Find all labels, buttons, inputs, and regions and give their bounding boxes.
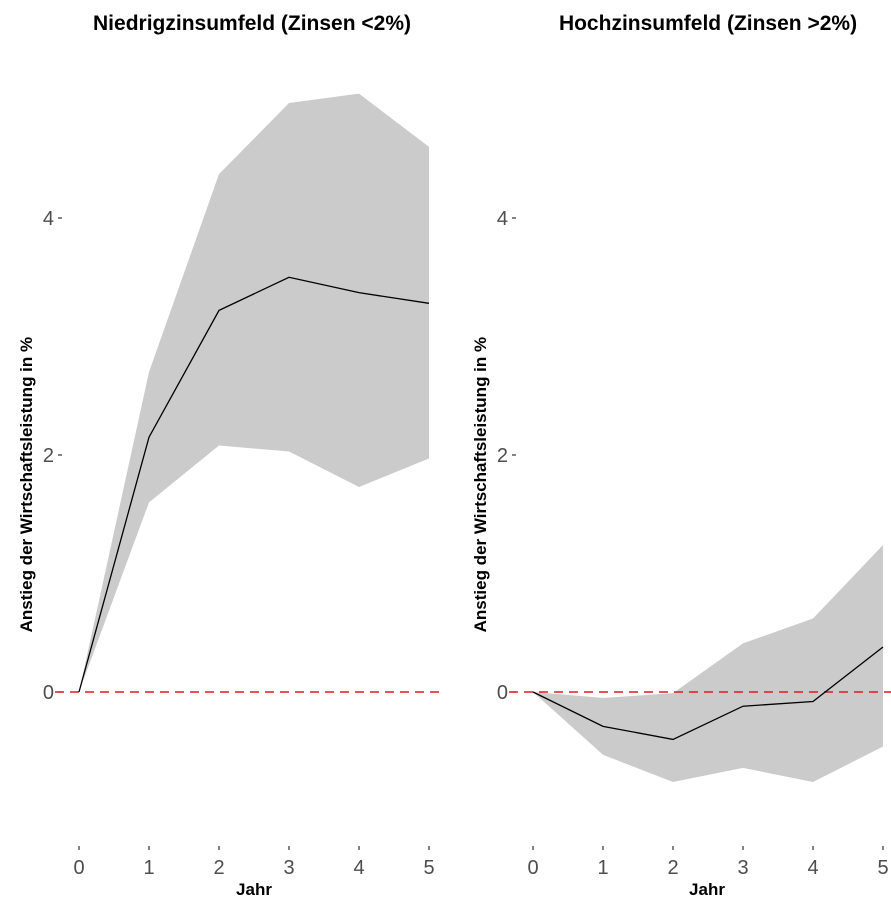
panel-2: Hochzinsumfeld (Zinsen >2%) Anstieg der W… bbox=[471, 12, 891, 899]
confidence-band bbox=[533, 545, 883, 783]
x-tick-label: 0 bbox=[527, 857, 538, 879]
y-tick-label: 0 bbox=[43, 682, 54, 704]
series-line bbox=[78, 276, 430, 693]
y-tick-label: 4 bbox=[43, 208, 54, 230]
x-tick-label: 1 bbox=[143, 857, 154, 879]
panel-title: Hochzinsumfeld (Zinsen >2%) bbox=[559, 12, 857, 35]
x-tick-label: 1 bbox=[597, 857, 608, 879]
x-axis-label: Jahr bbox=[236, 880, 272, 899]
y-tick-label: 4 bbox=[497, 208, 508, 230]
panel-1: Niedrigzinsumfeld (Zinsen <2%) Anstieg de… bbox=[17, 12, 440, 899]
x-tick-label: 0 bbox=[73, 857, 84, 879]
x-axis-label: Jahr bbox=[689, 880, 725, 899]
x-tick-label: 2 bbox=[667, 857, 678, 879]
x-tick-label: 5 bbox=[423, 857, 434, 879]
x-tick-label: 4 bbox=[353, 857, 364, 879]
x-tick-label: 5 bbox=[877, 857, 888, 879]
y-tick-label: 2 bbox=[43, 445, 54, 467]
confidence-band bbox=[79, 93, 429, 692]
panel-title: Niedrigzinsumfeld (Zinsen <2%) bbox=[93, 12, 411, 35]
x-tick-label: 3 bbox=[283, 857, 294, 879]
x-tick-label: 4 bbox=[807, 857, 818, 879]
series-line bbox=[532, 646, 884, 741]
x-tick-label: 3 bbox=[737, 857, 748, 879]
y-tick-label: 2 bbox=[497, 445, 508, 467]
y-axis-label: Anstieg der Wirtschaftsleistung in % bbox=[471, 337, 490, 633]
y-tick-label: 0 bbox=[497, 682, 508, 704]
x-tick-label: 2 bbox=[213, 857, 224, 879]
y-axis-label: Anstieg der Wirtschaftsleistung in % bbox=[17, 337, 36, 633]
